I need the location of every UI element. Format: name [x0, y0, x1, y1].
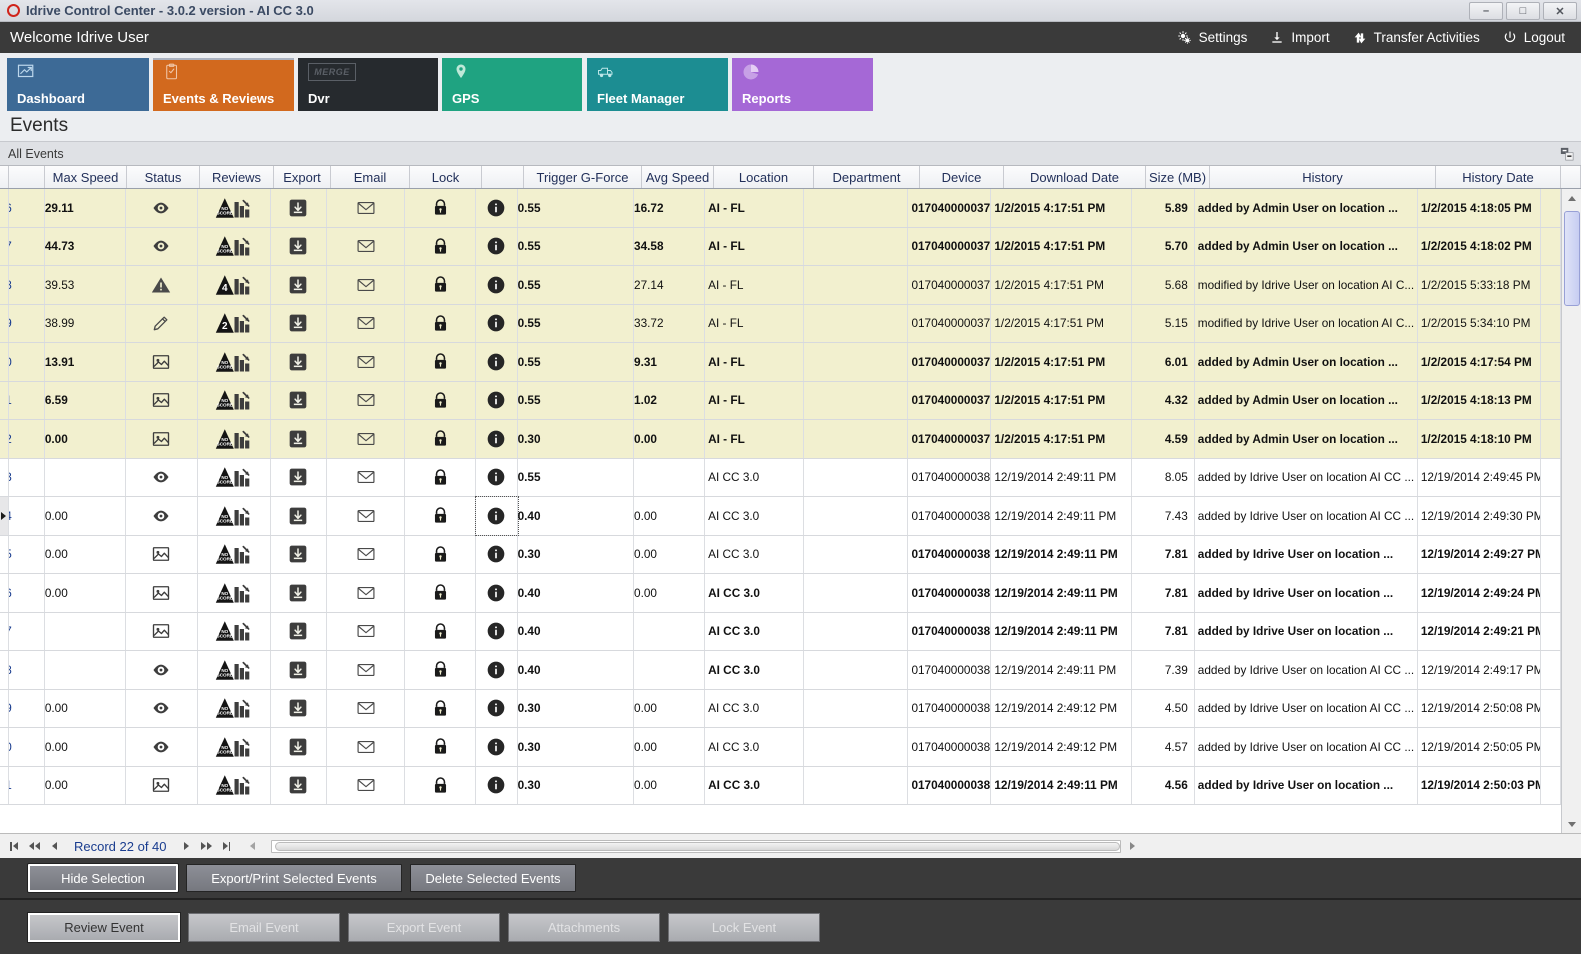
svg-text:SCORE: SCORE [216, 711, 232, 716]
svg-text:SCORE: SCORE [216, 403, 232, 408]
svg-text:SCORE: SCORE [216, 557, 232, 562]
svg-text:SCORE: SCORE [216, 364, 232, 369]
svg-text:SCORE: SCORE [216, 788, 232, 793]
svg-text:SCORE: SCORE [216, 634, 232, 639]
svg-text:2: 2 [222, 321, 228, 332]
svg-text:SCORE: SCORE [216, 518, 232, 523]
svg-text:SCORE: SCORE [216, 441, 232, 446]
svg-text:SCORE: SCORE [216, 749, 232, 754]
svg-text:4: 4 [222, 283, 228, 294]
svg-text:SCORE: SCORE [216, 249, 232, 254]
svg-text:SCORE: SCORE [216, 210, 232, 215]
svg-text:SCORE: SCORE [216, 672, 232, 677]
svg-text:SCORE: SCORE [216, 480, 232, 485]
svg-text:SCORE: SCORE [216, 595, 232, 600]
